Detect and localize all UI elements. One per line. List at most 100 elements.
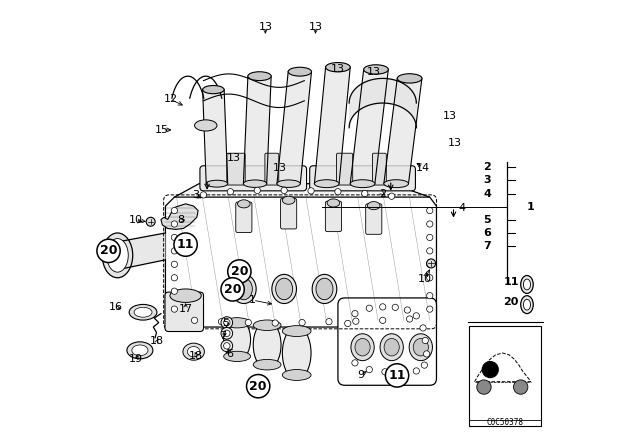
Circle shape <box>326 319 332 325</box>
Ellipse shape <box>282 196 295 204</box>
Circle shape <box>404 307 410 313</box>
Circle shape <box>427 248 433 254</box>
Ellipse shape <box>384 339 399 356</box>
Circle shape <box>335 189 341 195</box>
Circle shape <box>200 192 207 198</box>
Circle shape <box>513 380 528 394</box>
Circle shape <box>421 362 428 368</box>
Circle shape <box>392 304 399 310</box>
FancyBboxPatch shape <box>165 292 204 332</box>
Text: 12: 12 <box>164 95 178 104</box>
Text: 14: 14 <box>416 163 430 172</box>
Circle shape <box>352 310 358 317</box>
Ellipse shape <box>129 305 157 320</box>
Text: 17: 17 <box>179 304 193 314</box>
Circle shape <box>366 366 372 373</box>
Ellipse shape <box>183 343 204 360</box>
Ellipse shape <box>203 86 224 94</box>
Ellipse shape <box>380 334 403 361</box>
Polygon shape <box>277 72 312 184</box>
Text: 2: 2 <box>379 189 387 198</box>
Text: 13: 13 <box>447 138 461 148</box>
Text: 1: 1 <box>250 295 256 305</box>
Circle shape <box>281 187 287 194</box>
Ellipse shape <box>206 180 228 187</box>
Text: 13: 13 <box>367 67 381 77</box>
Ellipse shape <box>524 299 531 310</box>
Circle shape <box>427 207 433 214</box>
Polygon shape <box>118 233 165 270</box>
Text: 3: 3 <box>483 175 491 185</box>
Text: 3: 3 <box>192 190 199 200</box>
Circle shape <box>380 317 386 323</box>
Text: 13: 13 <box>308 22 323 32</box>
Circle shape <box>221 340 233 352</box>
Text: 7: 7 <box>219 331 226 341</box>
Circle shape <box>382 369 388 375</box>
Ellipse shape <box>134 307 152 317</box>
Text: 10: 10 <box>419 274 432 284</box>
Text: 20: 20 <box>250 379 267 393</box>
Circle shape <box>420 325 426 331</box>
Polygon shape <box>384 78 422 184</box>
Circle shape <box>97 239 120 263</box>
Ellipse shape <box>272 274 296 304</box>
Text: 11: 11 <box>177 238 195 251</box>
Circle shape <box>172 261 177 267</box>
Ellipse shape <box>384 180 408 188</box>
Text: 20: 20 <box>224 283 241 296</box>
Circle shape <box>427 221 433 227</box>
Circle shape <box>146 217 155 226</box>
Text: 11: 11 <box>504 277 519 287</box>
Circle shape <box>344 320 351 327</box>
Text: 16: 16 <box>109 302 123 312</box>
Ellipse shape <box>243 180 267 187</box>
Ellipse shape <box>316 278 333 300</box>
Circle shape <box>223 343 230 349</box>
Ellipse shape <box>127 342 153 359</box>
Ellipse shape <box>350 180 375 188</box>
Text: 13: 13 <box>273 163 287 172</box>
Ellipse shape <box>355 339 370 356</box>
Text: 5: 5 <box>223 319 229 328</box>
Ellipse shape <box>224 318 251 361</box>
Text: 20: 20 <box>230 265 248 278</box>
FancyBboxPatch shape <box>280 198 297 229</box>
Circle shape <box>427 261 433 267</box>
Circle shape <box>172 207 177 214</box>
Ellipse shape <box>107 238 128 272</box>
Ellipse shape <box>248 72 271 81</box>
Circle shape <box>397 369 404 375</box>
FancyBboxPatch shape <box>365 204 382 234</box>
Text: 18: 18 <box>150 336 164 346</box>
Text: 19: 19 <box>129 354 143 364</box>
Ellipse shape <box>102 233 132 278</box>
Circle shape <box>254 187 260 194</box>
FancyBboxPatch shape <box>310 166 415 191</box>
Ellipse shape <box>276 278 292 300</box>
Ellipse shape <box>367 202 380 210</box>
Circle shape <box>388 193 395 199</box>
Text: 2: 2 <box>483 162 491 172</box>
Circle shape <box>308 188 314 194</box>
Text: 8: 8 <box>177 215 185 225</box>
Polygon shape <box>161 204 198 229</box>
Circle shape <box>482 362 499 378</box>
FancyBboxPatch shape <box>338 298 436 385</box>
Ellipse shape <box>237 200 250 208</box>
Circle shape <box>172 306 177 312</box>
Ellipse shape <box>236 278 252 300</box>
Circle shape <box>427 275 433 281</box>
Text: 20: 20 <box>504 297 519 307</box>
Circle shape <box>223 319 230 326</box>
Ellipse shape <box>282 370 311 380</box>
Circle shape <box>427 234 433 241</box>
Text: 15: 15 <box>156 125 170 135</box>
Ellipse shape <box>282 326 311 336</box>
Ellipse shape <box>409 334 433 361</box>
Ellipse shape <box>277 180 300 187</box>
Circle shape <box>427 259 436 268</box>
Circle shape <box>221 278 244 301</box>
Polygon shape <box>165 197 436 327</box>
Ellipse shape <box>253 359 281 370</box>
